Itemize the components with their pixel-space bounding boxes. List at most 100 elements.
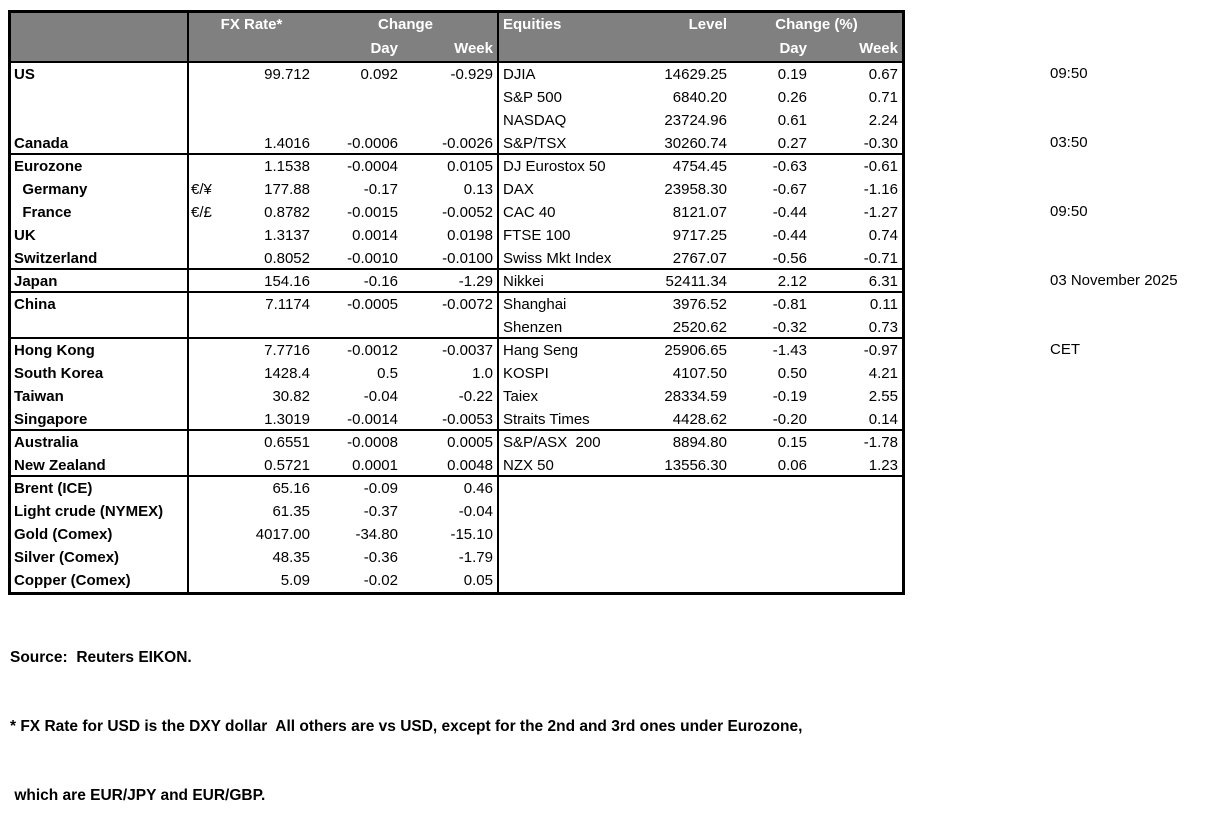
equity-name: DJIA [503, 66, 536, 83]
equity-change-day-value [731, 546, 811, 569]
equity-name: Taiex [503, 388, 539, 405]
equity-name: DJ Eurostox 50 [503, 158, 606, 175]
equity-level-value: 4428.62 [672, 411, 727, 428]
fx-rate-value: 4017.00 [255, 526, 310, 543]
fx-row-label: Light crude (NYMEX) [11, 500, 189, 523]
fx-change-week-value: -0.0072 [402, 293, 499, 316]
equity-change-day-value: -0.56 [772, 250, 807, 267]
fx-change-day-value: -0.16 [363, 273, 398, 290]
fx-row-label: Hong Kong [11, 339, 189, 362]
equity-change-day-value: 0.50 [777, 365, 807, 382]
table-row: Canada 1.4016 -0.0006 -0.0026 S&P/TSX 30260.7… [11, 132, 902, 155]
equity-change-week-value: -1.16 [863, 181, 898, 198]
equity-level-value: 4107.50 [672, 365, 727, 382]
equity-level-value: 8121.07 [672, 204, 727, 221]
fx-change-day-value: -0.02 [363, 572, 398, 589]
fx-change-day-value: -0.0010 [347, 250, 398, 267]
fx-row-label: Gold (Comex) [11, 523, 189, 546]
equity-change-day-value: -0.81 [772, 296, 807, 313]
fx-pair-label [189, 224, 222, 247]
fx-row-label [11, 109, 189, 132]
equity-change-week-value: 0.67 [868, 66, 898, 83]
equity-name: NZX 50 [503, 457, 554, 474]
equity-name [499, 523, 642, 546]
equity-change-day-value: -0.19 [772, 388, 807, 405]
header-row-1: FX Rate* Change Equities Level Change (%… [11, 13, 902, 37]
fx-rate-value: 154.16 [264, 273, 310, 290]
fx-row-label: France [11, 201, 189, 224]
equity-level-value: 13556.30 [664, 457, 727, 474]
fx-change-week-value [402, 109, 499, 132]
fx-pair-label [189, 132, 222, 153]
fx-change-week-value: -0.0100 [402, 247, 499, 268]
equity-change-week-value: -0.97 [863, 342, 898, 359]
equity-change-week-value: -1.27 [863, 204, 898, 221]
equity-change-day-value: -0.32 [772, 319, 807, 336]
table-row: Light crude (NYMEX) 61.35 -0.37 -0.04 [11, 500, 902, 523]
equity-name: Shanghai [503, 296, 567, 313]
equity-change-week-value: -0.71 [863, 250, 898, 267]
fx-change-day-value: -0.36 [363, 549, 398, 566]
equity-name: KOSPI [503, 365, 549, 382]
fx-change-day-value: -0.04 [363, 388, 398, 405]
table-row: Singapore 1.3019 -0.0014 -0.0053 Straits Tim… [11, 408, 902, 431]
equity-change-week-value: 1.23 [868, 457, 898, 474]
fx-pair-label [189, 362, 222, 385]
equity-name: Swiss Mkt Index [503, 250, 612, 267]
fx-rate-value: 0.8782 [264, 204, 310, 221]
eq-week-header: Week [859, 40, 898, 57]
fx-rate-value: 48.35 [272, 549, 310, 566]
equity-change-week-value: 0.11 [869, 296, 898, 313]
fx-change-week-value: -0.22 [402, 385, 499, 408]
fx-pair-label [189, 155, 222, 178]
source-note: Source: Reuters EIKON. [10, 649, 192, 666]
table-row: Brent (ICE) 65.16 -0.09 0.46 [11, 477, 902, 500]
fx-change-day-value: -0.0008 [347, 434, 398, 451]
equity-level-value: 23724.96 [664, 112, 727, 129]
equity-change-week-value [811, 546, 902, 569]
fx-change-day-value [314, 86, 402, 109]
fx-change-day-value: -34.80 [355, 526, 398, 543]
equity-change-day-value: -0.44 [772, 227, 807, 244]
equity-change-week-value [811, 523, 902, 546]
fx-row-label [11, 86, 189, 109]
table-row: UK 1.3137 0.0014 0.0198 FTSE 100 9717.25 -0.44… [11, 224, 902, 247]
equity-change-day-value [731, 477, 811, 500]
fx-change-day-value: 0.092 [360, 66, 398, 83]
fx-pair-label [189, 270, 222, 291]
equity-name [499, 477, 642, 500]
equity-level-value: 52411.34 [665, 273, 727, 290]
equity-change-day-value: 0.61 [777, 112, 807, 129]
table-row: S&P 500 6840.20 0.26 0.71 [11, 86, 902, 109]
fx-rate-value: 1.1538 [264, 158, 310, 175]
equity-level-value [642, 477, 731, 500]
equity-change-day-value: -0.44 [772, 204, 807, 221]
equity-change-week-value: -1.78 [863, 434, 898, 451]
fx-row-label: UK [11, 224, 189, 247]
fx-change-week-value: 0.0005 [402, 431, 499, 454]
equity-level-value: 28334.59 [664, 388, 727, 405]
table-row: Copper (Comex) 5.09 -0.02 0.05 [11, 569, 902, 592]
fx-change-week-value: 0.0105 [402, 155, 499, 178]
fx-change-week-value [402, 86, 499, 109]
table-row: South Korea 1428.4 0.5 1.0 KOSPI 4107.50 0.50 4… [11, 362, 902, 385]
equity-change-day-value: 0.26 [777, 89, 807, 106]
equity-level-value [642, 523, 731, 546]
fx-rate-value: 5.09 [280, 572, 310, 589]
fx-rate-value: 0.8052 [264, 250, 310, 267]
equity-level-value [642, 500, 731, 523]
equity-name: S&P/ASX 200 [503, 434, 601, 451]
fx-footnote-line1: * FX Rate for USD is the DXY dollar All … [10, 718, 803, 735]
fx-change-day-value: -0.0006 [347, 135, 398, 152]
equity-change-day-value: 0.27 [777, 135, 807, 152]
fx-change-day-value: -0.09 [363, 480, 398, 497]
equity-name: Nikkei [503, 273, 544, 290]
equity-change-day-value: 0.06 [777, 457, 807, 474]
fx-rate-value: 0.6551 [264, 434, 310, 451]
fx-change-week-value: -0.0053 [402, 408, 499, 429]
fx-row-label: Australia [11, 431, 189, 454]
equity-change-week-value: 2.55 [868, 388, 898, 405]
equity-name [499, 569, 642, 592]
fx-change-day-value: -0.0004 [347, 158, 398, 175]
equity-change-day-value: -1.43 [772, 342, 807, 359]
